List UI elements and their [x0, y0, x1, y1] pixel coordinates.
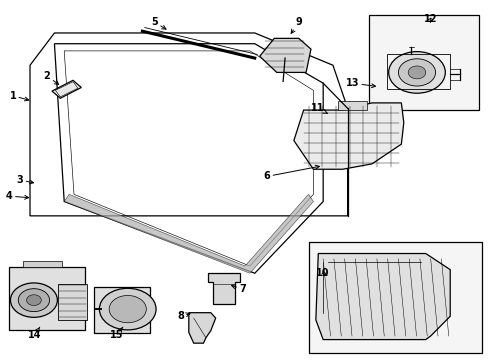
Text: 9: 9: [291, 17, 302, 33]
Text: 10: 10: [316, 268, 329, 278]
Polygon shape: [260, 39, 311, 72]
Circle shape: [26, 295, 41, 306]
Polygon shape: [208, 273, 240, 304]
Polygon shape: [52, 80, 81, 98]
Circle shape: [398, 59, 436, 86]
Circle shape: [99, 288, 156, 330]
Polygon shape: [316, 253, 450, 339]
Bar: [23, 261, 62, 267]
Bar: [58, 284, 87, 320]
Text: 2: 2: [44, 71, 59, 85]
Text: 1: 1: [9, 91, 29, 101]
Text: 11: 11: [311, 103, 327, 113]
Bar: [387, 54, 450, 89]
Text: 5: 5: [151, 17, 166, 29]
Bar: [94, 287, 150, 333]
Text: 6: 6: [264, 165, 319, 181]
Circle shape: [18, 289, 49, 312]
Polygon shape: [64, 194, 314, 273]
Circle shape: [389, 51, 445, 93]
Bar: [338, 101, 367, 110]
Text: 4: 4: [6, 191, 28, 201]
Text: 15: 15: [110, 327, 124, 340]
Bar: [368, 15, 479, 110]
Text: 12: 12: [424, 14, 438, 24]
Polygon shape: [294, 103, 404, 169]
Text: 3: 3: [17, 175, 33, 185]
Circle shape: [109, 296, 147, 323]
Bar: [9, 267, 85, 330]
Polygon shape: [189, 313, 216, 343]
Circle shape: [10, 283, 57, 318]
Text: 7: 7: [231, 284, 246, 294]
Bar: [309, 242, 482, 353]
Text: 8: 8: [177, 311, 190, 321]
Circle shape: [408, 66, 426, 79]
Text: 14: 14: [28, 327, 42, 340]
Text: 13: 13: [346, 78, 375, 88]
